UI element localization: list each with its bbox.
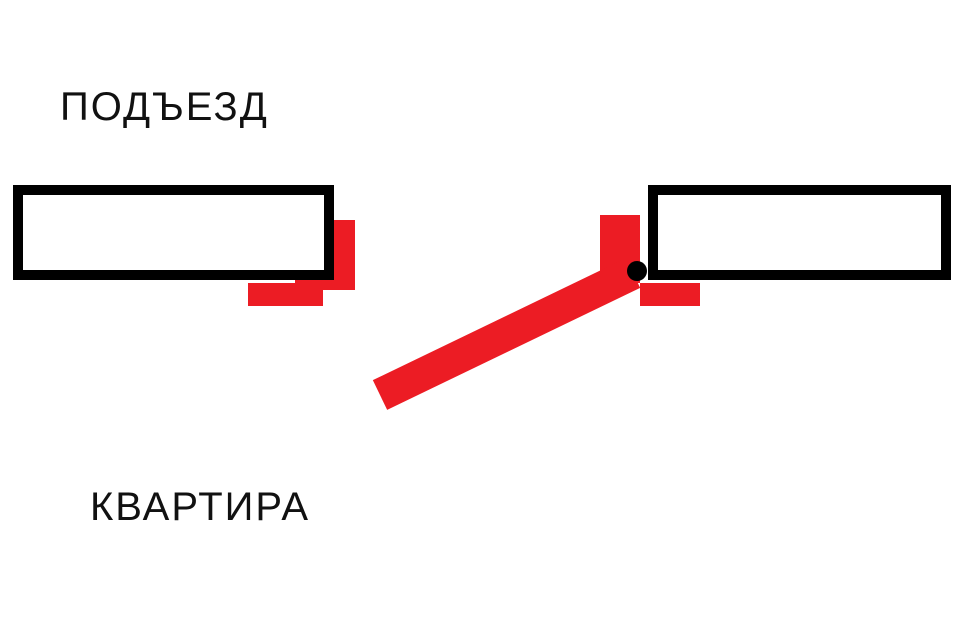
wall-right xyxy=(653,190,946,275)
label-entrance: ПОДЪЕЗД xyxy=(60,85,269,130)
hinge-dot xyxy=(627,261,647,281)
red-block-right-2 xyxy=(640,283,700,306)
red-block-left-2 xyxy=(248,283,323,306)
label-apartment: КВАРТИРА xyxy=(90,485,310,530)
wall-left xyxy=(18,190,329,275)
diagram-canvas: ПОДЪЕЗД КВАРТИРА xyxy=(0,0,960,625)
door-leaf xyxy=(380,273,633,395)
